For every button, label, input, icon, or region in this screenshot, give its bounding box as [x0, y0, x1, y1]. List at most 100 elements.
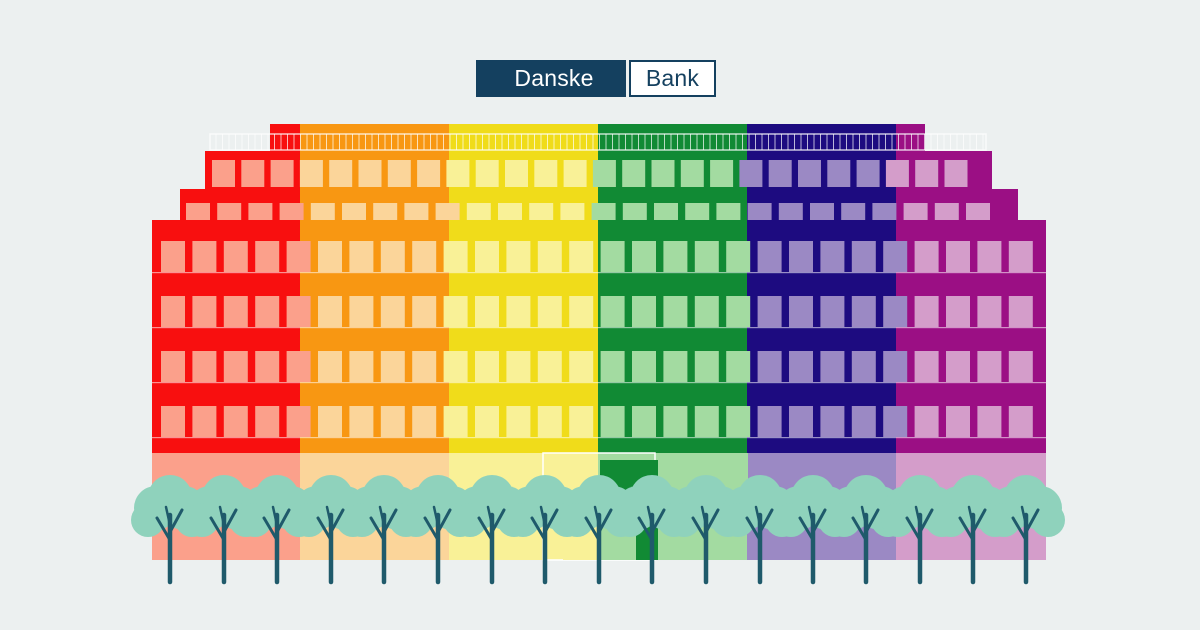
window: [446, 160, 470, 187]
window: [632, 241, 656, 272]
tree-icon: [881, 475, 959, 585]
logo-wordmark-left: Danske: [476, 60, 626, 97]
window: [569, 406, 594, 437]
window: [856, 160, 880, 187]
window: [217, 203, 242, 220]
danske-bank-logo[interactable]: Danske Bank: [476, 60, 716, 97]
window: [716, 203, 741, 220]
window: [622, 160, 646, 187]
window: [827, 160, 851, 187]
window: [789, 296, 813, 327]
window: [851, 241, 876, 272]
window: [270, 160, 294, 187]
window: [192, 351, 217, 382]
window: [851, 351, 876, 382]
window: [412, 296, 437, 327]
window: [255, 296, 280, 327]
window: [883, 241, 908, 272]
window: [443, 296, 468, 327]
window: [161, 241, 185, 272]
window: [537, 296, 562, 327]
window: [663, 296, 688, 327]
window: [820, 351, 845, 382]
window: [789, 351, 813, 382]
window: [212, 160, 235, 187]
window: [663, 351, 688, 382]
facade-stripe: [896, 151, 992, 189]
window: [475, 351, 499, 382]
window: [318, 351, 342, 382]
window: [798, 160, 821, 187]
window: [529, 203, 554, 220]
window: [192, 241, 217, 272]
window: [310, 203, 335, 220]
window: [944, 160, 968, 187]
window: [747, 203, 772, 220]
window: [443, 241, 468, 272]
window: [279, 203, 304, 220]
roof-railing: [209, 133, 987, 151]
window: [1008, 351, 1033, 382]
window: [569, 241, 594, 272]
window: [569, 296, 594, 327]
window: [757, 241, 782, 272]
window: [651, 160, 675, 187]
window: [810, 203, 834, 220]
window: [373, 203, 398, 220]
window: [161, 351, 185, 382]
window: [600, 241, 625, 272]
window: [380, 351, 405, 382]
window: [417, 160, 441, 187]
logo-wordmark-right: Bank: [629, 60, 716, 97]
window: [977, 351, 1002, 382]
window: [286, 406, 311, 437]
window: [591, 203, 616, 220]
window: [654, 203, 678, 220]
window: [342, 203, 366, 220]
window: [632, 351, 656, 382]
window: [914, 296, 939, 327]
window: [537, 406, 562, 437]
window: [694, 296, 719, 327]
window: [885, 160, 909, 187]
window: [851, 296, 876, 327]
window: [726, 241, 751, 272]
window: [977, 406, 1002, 437]
window: [358, 160, 382, 187]
window: [1008, 296, 1033, 327]
window: [820, 296, 845, 327]
window: [380, 241, 405, 272]
window: [966, 203, 990, 220]
window: [694, 351, 719, 382]
tree-row: [131, 475, 1065, 585]
window: [506, 406, 531, 437]
window: [223, 406, 248, 437]
window: [318, 241, 342, 272]
window: [349, 406, 374, 437]
window: [600, 406, 625, 437]
window: [223, 296, 248, 327]
window: [851, 406, 876, 437]
window: [600, 351, 625, 382]
window: [241, 160, 265, 187]
window: [318, 296, 342, 327]
window: [498, 203, 522, 220]
window: [789, 241, 813, 272]
window: [255, 406, 280, 437]
window: [192, 406, 217, 437]
window: [435, 203, 460, 220]
window: [380, 296, 405, 327]
window: [726, 351, 751, 382]
window: [537, 241, 562, 272]
window: [537, 351, 562, 382]
facade-stripe: [896, 124, 925, 154]
window: [739, 160, 763, 187]
window: [946, 296, 970, 327]
window: [663, 241, 688, 272]
window: [192, 296, 217, 327]
window: [475, 160, 499, 187]
window: [443, 351, 468, 382]
window: [412, 406, 437, 437]
window: [569, 351, 594, 382]
